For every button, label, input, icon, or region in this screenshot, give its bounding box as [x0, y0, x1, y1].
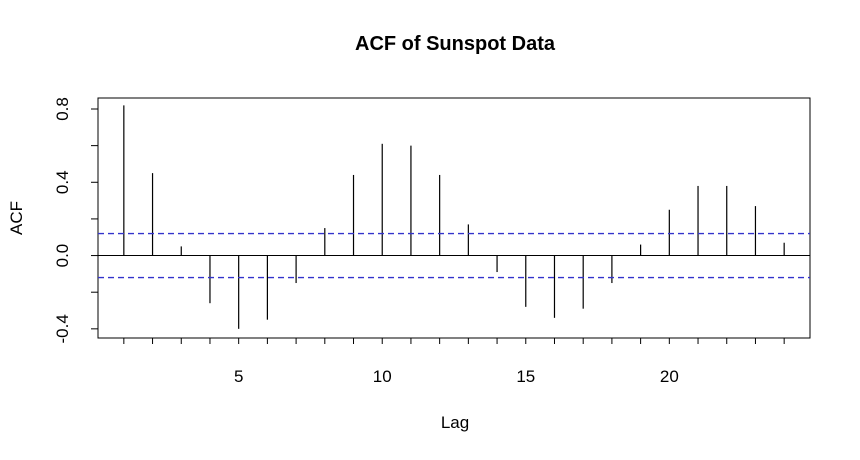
chart-title: ACF of Sunspot Data: [355, 33, 556, 55]
x-tick-label: 10: [373, 367, 392, 386]
y-tick-label: 0.4: [53, 170, 72, 194]
x-axis: 5 10 15 20: [123, 338, 785, 386]
x-axis-label: Lag: [441, 413, 469, 432]
confidence-bounds: [98, 232, 810, 279]
acf-spikes: [98, 105, 810, 329]
x-tick-label: 20: [660, 367, 679, 386]
x-tick-label: 15: [516, 367, 535, 386]
y-axis: -0.4 0.0 0.4 0.8: [53, 97, 98, 343]
plot-frame: [97, 97, 811, 339]
x-tick-label: 5: [234, 367, 243, 386]
y-axis-label: ACF: [7, 201, 26, 235]
y-tick-label: 0.8: [53, 97, 72, 121]
y-tick-label: -0.4: [53, 314, 72, 343]
y-tick-label: 0.0: [53, 244, 72, 268]
